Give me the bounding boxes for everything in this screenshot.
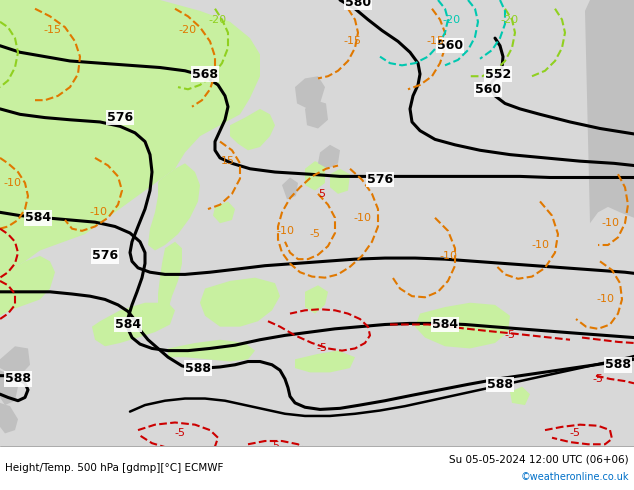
Text: -15: -15 — [426, 36, 444, 47]
Text: 588: 588 — [185, 362, 211, 374]
Text: -15: -15 — [43, 25, 61, 35]
Text: -10: -10 — [531, 240, 549, 250]
Polygon shape — [295, 76, 325, 109]
Polygon shape — [305, 285, 328, 314]
Text: 576: 576 — [107, 111, 133, 124]
Text: 576: 576 — [367, 173, 393, 186]
Text: 580: 580 — [345, 0, 371, 9]
Text: -5: -5 — [174, 428, 186, 439]
Text: -5: -5 — [316, 343, 328, 353]
Text: 588: 588 — [605, 358, 631, 371]
Polygon shape — [230, 109, 275, 150]
Text: -5: -5 — [309, 229, 321, 239]
Text: Su 05-05-2024 12:00 UTC (06+06): Su 05-05-2024 12:00 UTC (06+06) — [450, 455, 629, 465]
Text: -10: -10 — [276, 226, 294, 236]
Text: 560: 560 — [437, 39, 463, 52]
Polygon shape — [585, 0, 634, 223]
Text: -15: -15 — [343, 36, 361, 47]
Polygon shape — [92, 303, 175, 346]
Polygon shape — [0, 370, 18, 405]
Text: -10: -10 — [601, 218, 619, 228]
Text: -10: -10 — [89, 207, 107, 218]
Text: -5: -5 — [569, 428, 581, 439]
Text: -10: -10 — [596, 294, 614, 304]
Polygon shape — [318, 145, 340, 169]
Polygon shape — [415, 303, 510, 348]
Text: Height/Temp. 500 hPa [gdmp][°C] ECMWF: Height/Temp. 500 hPa [gdmp][°C] ECMWF — [5, 463, 223, 473]
Text: -20: -20 — [209, 15, 227, 24]
Text: -20: -20 — [443, 15, 461, 24]
Polygon shape — [200, 278, 280, 327]
Polygon shape — [0, 403, 18, 433]
Text: -5: -5 — [593, 374, 604, 384]
Polygon shape — [0, 346, 30, 376]
Text: 560: 560 — [475, 83, 501, 96]
Polygon shape — [282, 177, 298, 199]
Text: -10: -10 — [3, 178, 21, 188]
Text: 584: 584 — [25, 211, 51, 224]
Text: 576: 576 — [92, 249, 118, 262]
Text: -20: -20 — [501, 15, 519, 24]
Text: 5: 5 — [318, 189, 325, 199]
Text: 568: 568 — [192, 68, 218, 80]
Text: -10: -10 — [439, 251, 457, 261]
Polygon shape — [305, 161, 325, 191]
Polygon shape — [295, 351, 355, 372]
Text: 15: 15 — [221, 156, 235, 166]
Polygon shape — [305, 100, 328, 128]
Polygon shape — [0, 0, 260, 278]
Text: 552: 552 — [485, 68, 511, 80]
Polygon shape — [0, 256, 55, 316]
Polygon shape — [330, 169, 350, 194]
Bar — [0, 446, 634, 490]
Text: -20: -20 — [179, 25, 197, 35]
Text: 584: 584 — [115, 318, 141, 331]
Polygon shape — [213, 201, 235, 223]
Text: 588: 588 — [5, 372, 31, 386]
Text: -5: -5 — [505, 330, 515, 341]
Text: ©weatheronline.co.uk: ©weatheronline.co.uk — [521, 472, 629, 482]
Text: 584: 584 — [432, 318, 458, 331]
Polygon shape — [510, 387, 530, 405]
Text: 588: 588 — [487, 378, 513, 391]
Text: -5: -5 — [269, 441, 280, 451]
Text: -10: -10 — [353, 213, 371, 223]
Polygon shape — [148, 163, 200, 250]
Polygon shape — [158, 242, 182, 318]
Polygon shape — [168, 340, 255, 362]
